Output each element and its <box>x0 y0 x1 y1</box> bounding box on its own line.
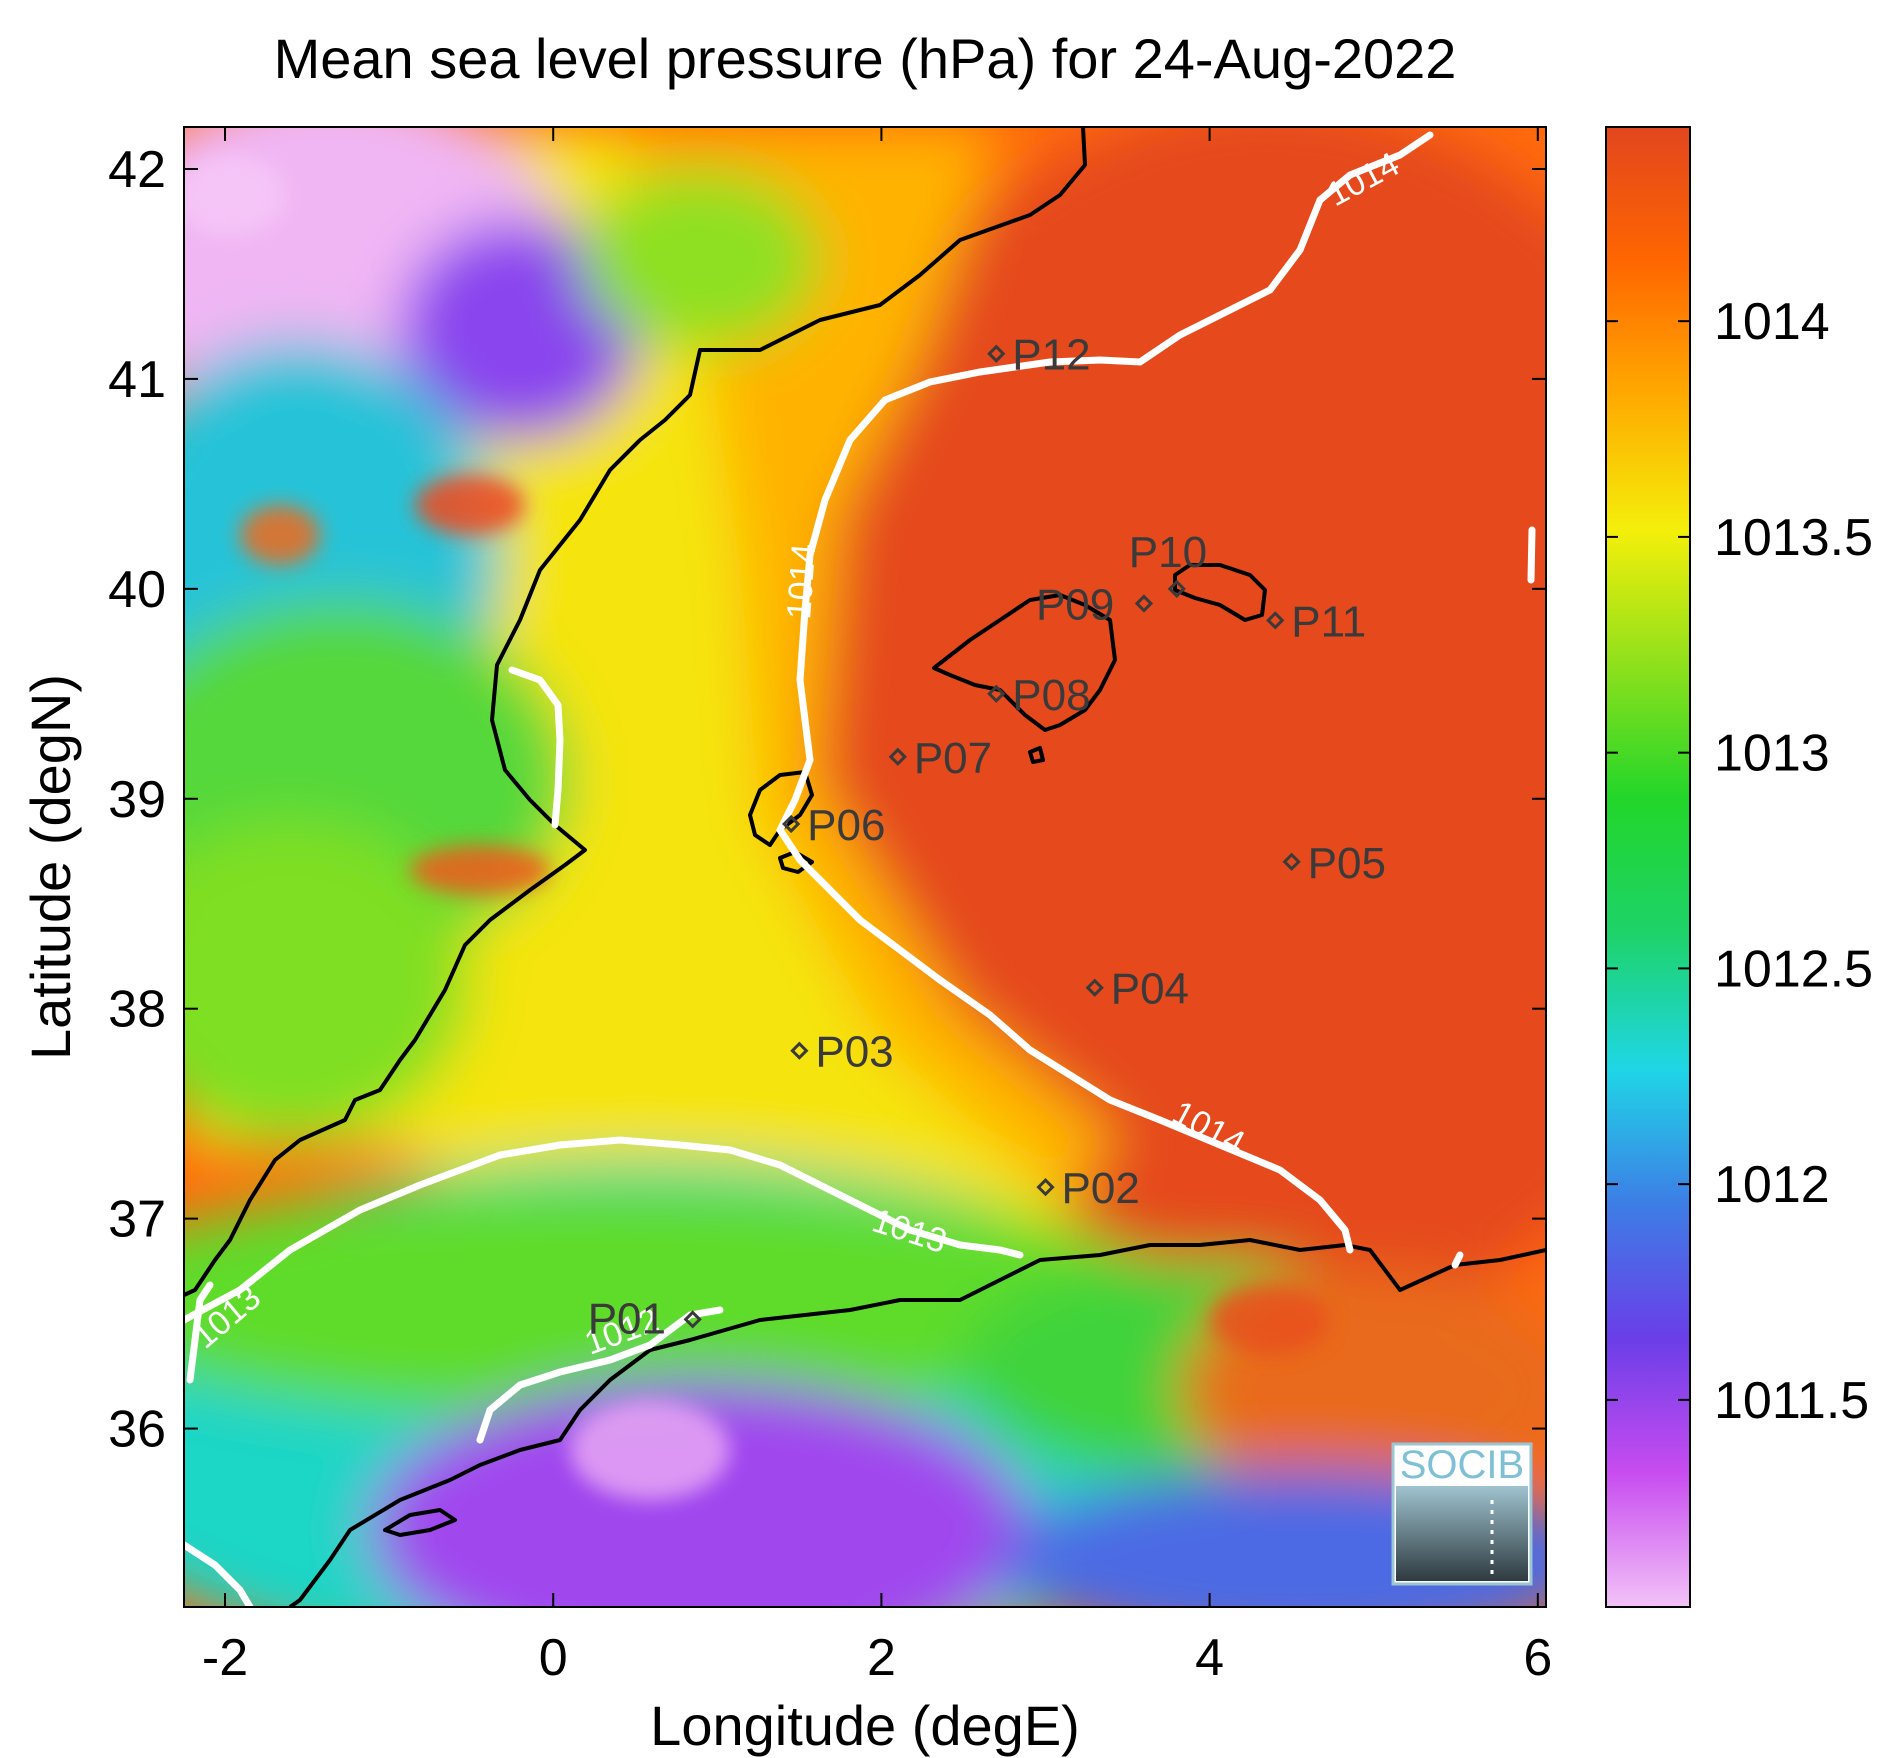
station-label: P03 <box>815 1028 893 1077</box>
colorbar-tick-label: 1012 <box>1714 1156 1830 1214</box>
y-tick-label: 37 <box>108 1191 166 1249</box>
station-marker <box>1282 852 1301 871</box>
station-label: P10 <box>1129 528 1207 577</box>
y-tick-label: 40 <box>108 561 166 619</box>
isobar-1014-west <box>508 666 564 829</box>
x-tick-label: -2 <box>202 1629 248 1687</box>
station-marker <box>1134 594 1154 613</box>
colorbar-ticks: 1011.5 1012 1012.5 1013 1013.5 1014 <box>1606 293 1873 1430</box>
station-label: P01 <box>588 1294 666 1343</box>
station-marker <box>782 814 801 834</box>
map-panel: 1014 1014 1014 1013 1013 1012 P01P02P03P… <box>184 127 1546 1607</box>
isobar-1013-sw <box>186 1281 214 1384</box>
station-label: P07 <box>914 734 992 783</box>
isobar-1014-main <box>775 131 1434 1254</box>
colorbar-tick-label: 1013.5 <box>1714 509 1873 567</box>
map-axes: -2 0 2 4 6 36 37 38 39 40 41 42 <box>108 127 1552 1687</box>
isobar-1013 <box>184 1136 1024 1324</box>
station-label: P05 <box>1308 839 1386 888</box>
station-marker <box>888 747 907 766</box>
socib-logo: SOCIB <box>1391 1442 1533 1586</box>
station-marker <box>683 1310 702 1329</box>
colorbar-tick-label: 1012.5 <box>1714 940 1873 998</box>
y-tick-label: 38 <box>108 981 166 1039</box>
station-label: P08 <box>1012 671 1090 720</box>
stations-layer: P01 P02 P03 P04 P05 P06 P07 P08 P09 P10 P11 P12 <box>588 331 1386 1344</box>
isobars <box>184 131 1536 1607</box>
station-label: P09 <box>1036 581 1114 630</box>
station-marker <box>987 344 1006 363</box>
colorbar <box>1605 126 1691 1608</box>
socib-logo-text: SOCIB <box>1400 1443 1524 1487</box>
colorbar-tick-label: 1014 <box>1714 293 1830 351</box>
x-tick-label: 4 <box>1195 1629 1224 1687</box>
station-marker <box>790 1041 809 1060</box>
station-marker <box>1266 611 1285 630</box>
station-label: P11 <box>1291 597 1366 646</box>
x-tick-label: 6 <box>1523 1629 1552 1687</box>
y-tick-label: 41 <box>108 351 166 409</box>
colorbar-tick-label: 1013 <box>1714 725 1830 783</box>
x-tick-label: 2 <box>867 1629 896 1687</box>
x-axis-label: Longitude (degE) <box>650 1694 1080 1757</box>
station-label: P12 <box>1012 331 1090 380</box>
y-tick-label: 39 <box>108 771 166 829</box>
x-tick-label: 0 <box>539 1629 568 1687</box>
station-marker <box>1036 1178 1055 1197</box>
station-label: P02 <box>1062 1164 1140 1213</box>
colorbar-tick-label: 1011.5 <box>1714 1372 1869 1430</box>
y-tick-label: 36 <box>108 1401 166 1459</box>
station-marker <box>1085 978 1104 997</box>
isobar-sw-corner <box>184 1541 254 1607</box>
isobar-1012 <box>476 1306 724 1444</box>
isobar-1014-east <box>1527 526 1536 584</box>
station-label: P06 <box>807 801 885 850</box>
map-frame <box>183 126 1547 1608</box>
isobar-label-1014-w: 1014 <box>780 542 823 620</box>
station-label: P04 <box>1111 965 1189 1014</box>
y-axis-label: Latitude (degN) <box>19 674 82 1060</box>
station-marker <box>987 684 1006 703</box>
station-marker <box>1167 579 1186 598</box>
y-tick-label: 42 <box>108 141 166 199</box>
chart-title: Mean sea level pressure (hPa) for 24-Aug… <box>274 27 1457 90</box>
